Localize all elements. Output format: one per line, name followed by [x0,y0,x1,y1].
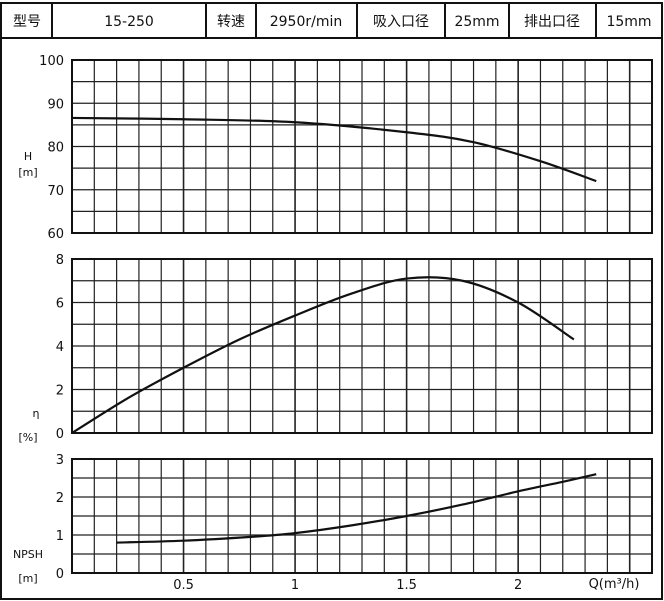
header-table: 型号 15-250 转速 2950r/min 吸入口径 25mm 排出口径 15… [0,2,663,39]
speed-value: 2950r/min [270,14,343,30]
head-y-tick-label: 100 [39,54,64,69]
npsh-y-tick-label: 1 [56,529,64,544]
discharge-label: 排出口径 [524,14,580,30]
efficiency-y-tick-label: 0 [56,427,64,442]
flow-x-tick-label: 2 [514,578,522,593]
npsh-y-tick-label: 3 [56,453,64,468]
head-axis-unit: [m] [18,166,37,179]
efficiency-y-tick-label: 8 [56,253,64,268]
chart-frame [0,37,663,600]
efficiency-y-tick-label: 2 [56,384,64,399]
discharge-value: 15mm [606,14,651,30]
head-y-tick-label: 90 [47,97,64,112]
npsh-y-tick-label: 0 [56,567,64,582]
efficiency-axis-unit: [%] [18,431,37,444]
flow-x-tick-label: 0.5 [173,578,194,593]
npsh-y-tick-label: 2 [56,491,64,506]
suction-value: 25mm [454,14,499,30]
speed-label: 转速 [217,14,245,30]
npsh-panel-border [71,458,653,574]
head-axis-title: H [24,150,32,163]
head-y-tick-label: 60 [47,227,64,242]
suction-label: 吸入口径 [373,14,429,30]
head-y-tick-label: 80 [47,141,64,156]
head-curve [71,116,597,183]
flow-axis-title: Q(m³/h) [589,577,640,592]
npsh-axis-title: NPSH [13,548,43,561]
efficiency-y-tick-label: 6 [56,297,64,312]
model-label: 型号 [13,14,41,30]
npsh-axis-unit: [m] [18,572,37,585]
efficiency-curve [71,276,575,434]
head-panel-border [71,59,653,234]
flow-x-tick-label: 1 [291,578,299,593]
npsh-curve [116,473,597,544]
head-y-tick-label: 70 [47,184,64,199]
efficiency-panel-border [71,258,653,434]
model-value: 15-250 [104,14,154,30]
efficiency-axis-title: η [33,407,40,420]
efficiency-y-tick-label: 4 [56,340,64,355]
flow-x-tick-label: 1.5 [396,578,417,593]
